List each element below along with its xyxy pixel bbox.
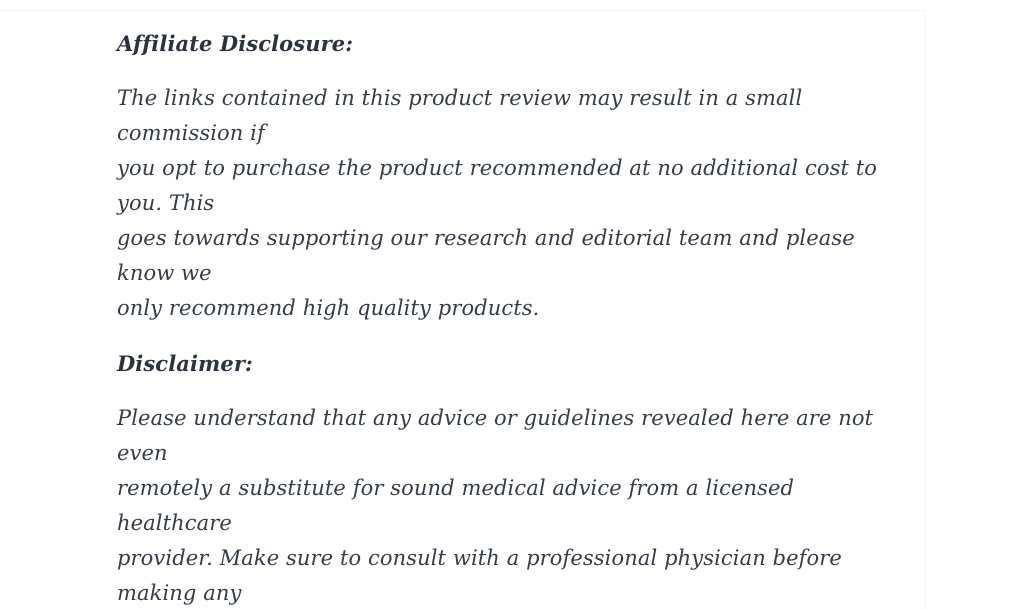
content-right-divider <box>924 10 925 610</box>
affiliate-disclosure-heading: Affiliate Disclosure: <box>117 31 354 56</box>
article-content: Affiliate Disclosure: The links containe… <box>0 10 924 610</box>
disclaimer-paragraph: Please understand that any advice or gui… <box>117 406 874 605</box>
content-top-divider <box>0 10 924 11</box>
disclaimer-heading: Disclaimer: <box>117 351 253 376</box>
affiliate-disclosure-paragraph: The links contained in this product revi… <box>117 86 878 320</box>
